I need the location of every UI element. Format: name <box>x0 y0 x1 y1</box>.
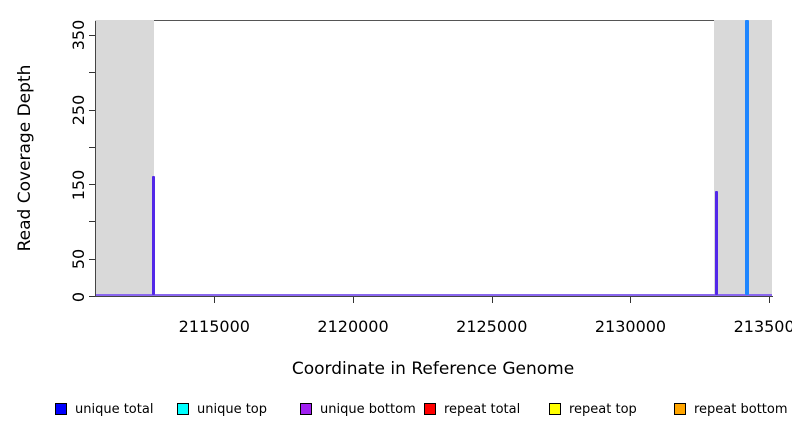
legend-swatch-unique-total <box>55 403 67 415</box>
chart-legend: unique total unique top unique bottom repea… <box>0 398 792 420</box>
legend-item: repeat top <box>549 398 637 420</box>
y-tick <box>89 221 95 223</box>
y-tick-label: 150 <box>69 169 88 200</box>
x-axis-line <box>95 296 773 297</box>
y-tick <box>89 34 95 36</box>
legend-label: unique top <box>197 401 268 417</box>
plot-area <box>95 19 773 297</box>
x-tick <box>630 297 632 303</box>
legend-swatch-unique-top <box>177 403 189 415</box>
x-tick-label: 2130000 <box>594 317 667 336</box>
legend-swatch-repeat-total <box>424 403 436 415</box>
legend-item: unique total <box>55 398 153 420</box>
y-tick <box>89 258 95 260</box>
legend-swatch-repeat-top <box>549 403 561 415</box>
y-axis-line <box>95 21 96 297</box>
coverage-spike <box>745 19 750 295</box>
y-tick-label: 0 <box>69 291 88 302</box>
legend-item: repeat total <box>424 398 520 420</box>
shaded-region <box>714 20 772 296</box>
legend-label: repeat top <box>569 401 637 417</box>
x-tick-label: 2115000 <box>178 317 250 336</box>
y-tick-label: 250 <box>69 94 88 126</box>
shaded-region <box>95 20 154 296</box>
y-tick <box>89 109 95 111</box>
coverage-baseline <box>95 294 772 296</box>
x-tick <box>491 297 493 303</box>
coverage-spike <box>715 190 718 295</box>
y-tick <box>89 296 95 297</box>
y-tick <box>89 72 95 74</box>
y-axis-title: Read Coverage Depth <box>15 64 35 252</box>
legend-item: unique top <box>177 398 267 420</box>
legend-item: unique bottom <box>300 398 416 420</box>
legend-swatch-repeat-bottom <box>674 403 686 415</box>
legend-item: repeat bottom <box>674 398 788 420</box>
y-tick-label: 50 <box>69 249 88 270</box>
x-tick <box>214 297 216 303</box>
x-tick <box>769 297 771 303</box>
y-tick <box>89 146 95 148</box>
coverage-spike <box>151 175 155 295</box>
y-tick <box>89 184 95 186</box>
legend-label: repeat total <box>444 401 521 417</box>
legend-label: unique total <box>75 401 154 417</box>
x-axis-title: Coordinate in Reference Genome <box>291 359 575 379</box>
legend-label: unique bottom <box>320 401 416 417</box>
legend-swatch-unique-bottom <box>300 403 312 415</box>
x-tick-label: 2120000 <box>317 317 389 336</box>
legend-label: repeat bottom <box>694 401 788 417</box>
x-tick-label: 2125000 <box>456 317 528 336</box>
x-tick <box>353 297 355 303</box>
y-tick-label: 350 <box>69 20 88 51</box>
